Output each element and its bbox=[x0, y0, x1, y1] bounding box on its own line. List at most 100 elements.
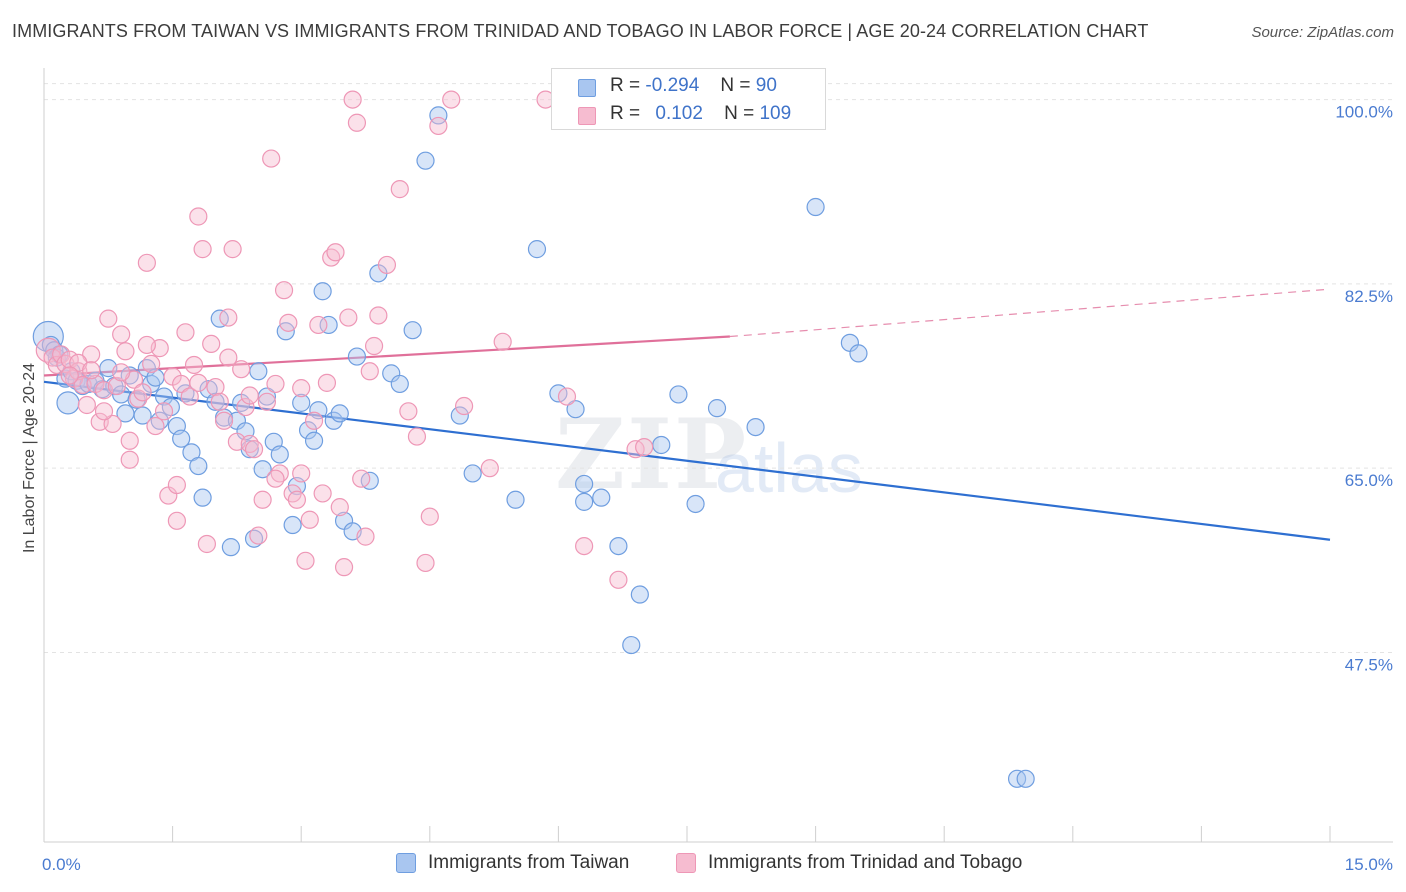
trinidad-point bbox=[112, 325, 131, 344]
trinidad-point bbox=[52, 345, 71, 364]
series-trinidad-points bbox=[35, 90, 654, 589]
taiwan-point bbox=[154, 387, 174, 406]
legend-n-value-taiwan: 90 bbox=[755, 75, 777, 96]
trinidad-point bbox=[77, 395, 96, 415]
trinidad-point bbox=[557, 387, 577, 406]
trinidad-point bbox=[326, 243, 345, 262]
trinidad-point bbox=[356, 527, 375, 546]
taiwan-point bbox=[133, 406, 152, 425]
trinidad-point bbox=[390, 180, 409, 199]
trinidad-point bbox=[442, 90, 461, 109]
trinidad-point bbox=[142, 354, 161, 374]
trinidad-point bbox=[609, 570, 628, 589]
taiwan-point bbox=[416, 151, 435, 170]
trinidad-point bbox=[296, 551, 315, 570]
trinidad-point bbox=[120, 450, 139, 469]
trinidad-point bbox=[249, 526, 268, 545]
taiwan-point bbox=[746, 417, 765, 437]
legend-swatch-trinidad bbox=[578, 107, 596, 125]
taiwan-point bbox=[622, 635, 641, 655]
trinidad-point bbox=[352, 469, 371, 488]
trinidad-point bbox=[146, 416, 165, 436]
taiwan-point bbox=[806, 197, 825, 217]
legend-swatch-trinidad bbox=[676, 853, 696, 873]
x-tick-label: 0.0% bbox=[42, 855, 81, 874]
taiwan-point bbox=[652, 435, 671, 455]
trinidad-point bbox=[189, 207, 208, 226]
taiwan-point bbox=[609, 536, 628, 556]
taiwan-point bbox=[707, 399, 727, 418]
taiwan-point bbox=[189, 456, 208, 476]
taiwan-point bbox=[298, 421, 318, 440]
trend-line-trinidad-extension bbox=[729, 288, 1331, 338]
legend-r-label: R = bbox=[610, 103, 641, 124]
trinidad-point bbox=[82, 345, 101, 364]
y-tick-label: 47.5% bbox=[1345, 655, 1393, 674]
taiwan-point bbox=[324, 411, 343, 430]
taiwan-point bbox=[193, 488, 212, 507]
y-tick-label: 65.0% bbox=[1345, 471, 1393, 490]
legend-n-value-trinidad: 109 bbox=[759, 103, 792, 124]
trinidad-point bbox=[292, 464, 311, 483]
trinidad-point bbox=[369, 306, 388, 325]
trinidad-point bbox=[313, 484, 332, 503]
taiwan-point bbox=[630, 585, 649, 604]
chart-title: IMMIGRANTS FROM TAIWAN VS IMMIGRANTS FRO… bbox=[12, 21, 1149, 41]
legend-r-value-trinidad: 0.102 bbox=[655, 103, 703, 124]
taiwan-point bbox=[56, 391, 80, 415]
trinidad-point bbox=[480, 459, 499, 478]
taiwan-point bbox=[319, 315, 338, 335]
taiwan-point bbox=[592, 488, 611, 507]
trinidad-point bbox=[279, 313, 298, 332]
taiwan-point bbox=[172, 429, 191, 448]
trinidad-point bbox=[167, 475, 186, 495]
trinidad-point bbox=[493, 332, 512, 351]
trinidad-point bbox=[137, 253, 156, 272]
trinidad-point bbox=[197, 534, 216, 554]
trinidad-point bbox=[176, 323, 195, 342]
trinidad-point bbox=[223, 240, 242, 259]
trinidad-point bbox=[454, 396, 474, 416]
x-tick-label: 15.0% bbox=[1345, 855, 1393, 874]
trinidad-point bbox=[60, 366, 79, 385]
taiwan-point bbox=[506, 490, 525, 509]
y-tick-label: 100.0% bbox=[1335, 103, 1393, 122]
legend-swatch-taiwan bbox=[396, 853, 416, 873]
legend-label-taiwan: Immigrants from Taiwan bbox=[428, 852, 630, 873]
taiwan-point bbox=[206, 392, 225, 411]
trinidad-point bbox=[266, 469, 285, 488]
taiwan-point bbox=[1016, 769, 1035, 788]
trinidad-point bbox=[232, 360, 251, 379]
trinidad-point bbox=[317, 373, 337, 392]
trinidad-point bbox=[236, 397, 255, 417]
taiwan-point bbox=[390, 374, 409, 394]
taiwan-point bbox=[270, 445, 289, 464]
trinidad-point bbox=[262, 149, 281, 168]
taiwan-point bbox=[330, 404, 349, 423]
trinidad-point bbox=[244, 440, 264, 459]
taiwan-point bbox=[686, 494, 705, 514]
taiwan-point bbox=[429, 106, 448, 125]
trinidad-point bbox=[309, 315, 328, 335]
trinidad-point bbox=[253, 490, 272, 509]
taiwan-point bbox=[304, 431, 324, 450]
trinidad-point bbox=[377, 255, 397, 275]
legend-r-label: R = bbox=[610, 75, 641, 96]
legend-n-label: N = bbox=[720, 75, 751, 96]
trinidad-point bbox=[99, 309, 118, 328]
trinidad-point bbox=[257, 392, 277, 411]
trinidad-point bbox=[360, 362, 379, 381]
trinidad-point bbox=[304, 411, 324, 430]
trinidad-point bbox=[292, 379, 311, 398]
trinidad-point bbox=[420, 507, 439, 526]
y-axis-label: In Labor Force | Age 20-24 bbox=[21, 363, 38, 553]
trinidad-point bbox=[116, 342, 135, 361]
taiwan-point bbox=[249, 362, 268, 381]
tick-labels: 100.0% 82.5% 65.0% 47.5% 0.0% 15.0% bbox=[42, 103, 1393, 874]
taiwan-point bbox=[347, 347, 367, 366]
trinidad-point bbox=[219, 308, 238, 327]
trinidad-point bbox=[167, 511, 186, 530]
trinidad-point bbox=[137, 335, 156, 355]
trinidad-point bbox=[330, 498, 349, 517]
